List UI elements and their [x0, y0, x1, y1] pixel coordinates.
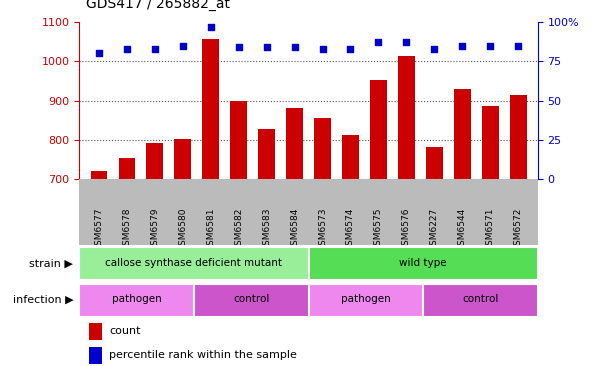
Bar	[510, 95, 527, 179]
Text: infection ▶: infection ▶	[13, 295, 73, 305]
Text: count: count	[109, 326, 141, 336]
Point	[150, 46, 159, 52]
Bar	[90, 171, 108, 179]
Point	[346, 46, 356, 52]
Bar	[314, 117, 331, 179]
Bar	[454, 89, 470, 179]
Text: pathogen: pathogen	[341, 294, 390, 305]
Bar	[286, 108, 303, 179]
Bar	[309, 247, 538, 280]
Bar	[342, 135, 359, 179]
Bar	[370, 80, 387, 179]
Bar	[79, 284, 194, 317]
Bar	[258, 128, 275, 179]
Bar	[398, 56, 415, 179]
Bar	[147, 143, 163, 179]
Point	[262, 44, 271, 50]
Bar	[119, 158, 135, 179]
Bar	[426, 147, 443, 179]
Bar	[89, 323, 103, 340]
Bar	[79, 247, 309, 280]
Point	[485, 43, 495, 49]
Text: control: control	[233, 294, 269, 305]
Point	[401, 40, 411, 45]
Bar	[482, 106, 499, 179]
Point	[206, 24, 216, 30]
Text: percentile rank within the sample: percentile rank within the sample	[109, 350, 297, 360]
Bar	[202, 39, 219, 179]
Point	[234, 44, 244, 50]
Point	[94, 51, 104, 56]
Text: wild type: wild type	[400, 258, 447, 268]
Bar	[230, 101, 247, 179]
Point	[513, 43, 523, 49]
Bar	[89, 347, 103, 364]
Bar	[309, 284, 423, 317]
Text: callose synthase deficient mutant: callose synthase deficient mutant	[106, 258, 282, 268]
Point	[290, 44, 299, 50]
Point	[178, 43, 188, 49]
Bar	[194, 284, 309, 317]
Bar	[423, 284, 538, 317]
Point	[373, 40, 383, 45]
Point	[122, 46, 132, 52]
Text: pathogen: pathogen	[112, 294, 161, 305]
Point	[430, 46, 439, 52]
Text: GDS417 / 265882_at: GDS417 / 265882_at	[86, 0, 230, 11]
Text: strain ▶: strain ▶	[29, 258, 73, 269]
Point	[458, 43, 467, 49]
Text: control: control	[462, 294, 499, 305]
Point	[318, 46, 327, 52]
Bar	[174, 139, 191, 179]
